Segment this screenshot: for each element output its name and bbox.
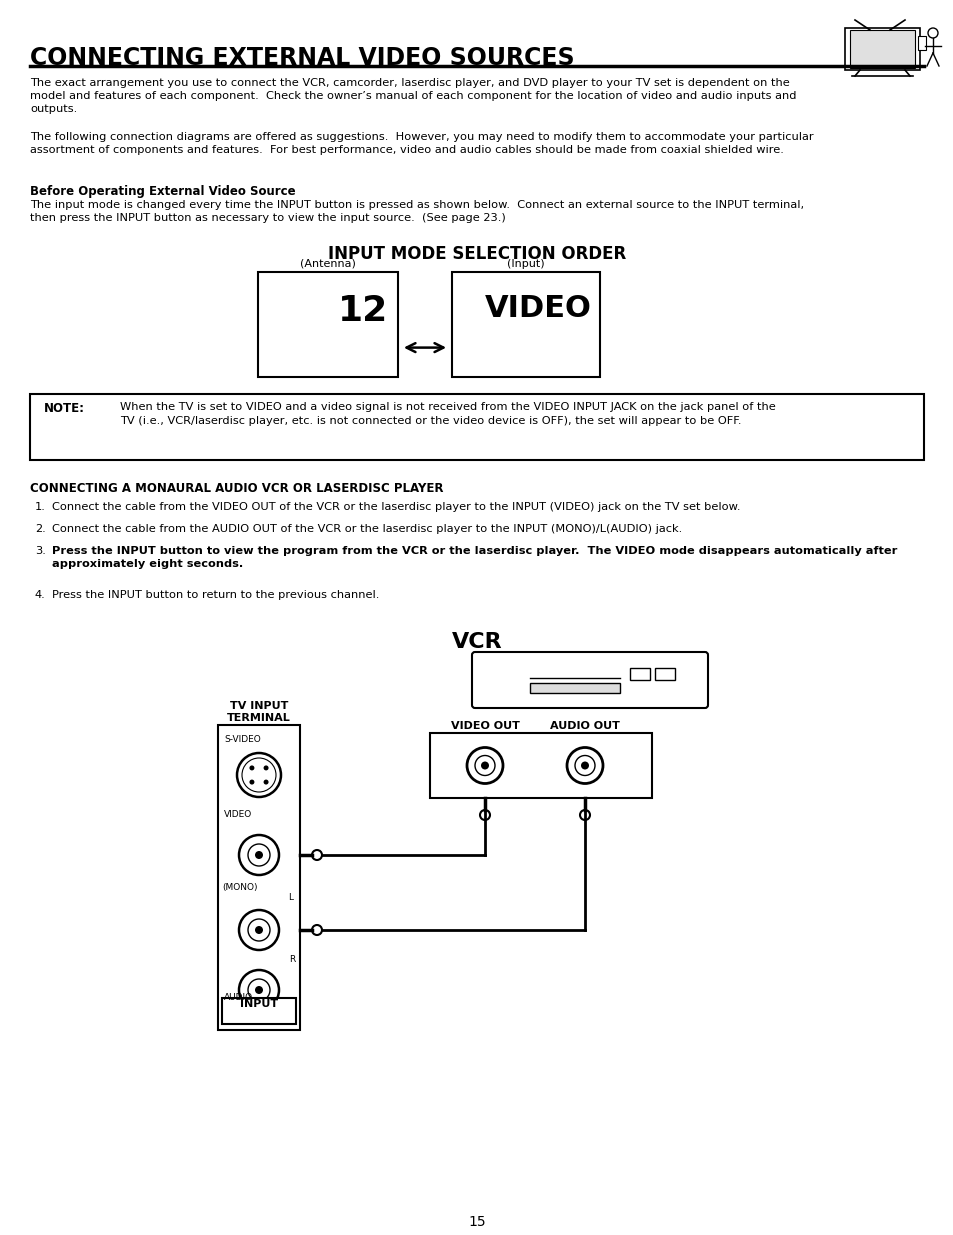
Text: INPUT MODE SELECTION ORDER: INPUT MODE SELECTION ORDER bbox=[328, 245, 625, 263]
Bar bbox=[917, 36, 925, 49]
Text: R: R bbox=[289, 955, 294, 965]
Text: AUDIO OUT: AUDIO OUT bbox=[550, 721, 619, 731]
Text: (Input): (Input) bbox=[507, 259, 544, 269]
FancyBboxPatch shape bbox=[472, 652, 707, 708]
Text: 12: 12 bbox=[337, 294, 388, 329]
Text: Connect the cable from the VIDEO OUT of the VCR or the laserdisc player to the I: Connect the cable from the VIDEO OUT of … bbox=[52, 501, 740, 513]
Bar bbox=[849, 30, 914, 68]
Text: 15: 15 bbox=[468, 1215, 485, 1229]
Text: 1.: 1. bbox=[35, 501, 46, 513]
Bar bbox=[218, 725, 299, 1030]
Text: CONNECTING A MONAURAL AUDIO VCR OR LASERDISC PLAYER: CONNECTING A MONAURAL AUDIO VCR OR LASER… bbox=[30, 482, 443, 495]
Text: VIDEO OUT: VIDEO OUT bbox=[450, 721, 518, 731]
Text: 3.: 3. bbox=[35, 546, 46, 556]
Text: The input mode is changed every time the INPUT button is pressed as shown below.: The input mode is changed every time the… bbox=[30, 200, 803, 224]
Circle shape bbox=[249, 779, 254, 784]
Circle shape bbox=[254, 986, 263, 994]
Text: TV INPUT
TERMINAL: TV INPUT TERMINAL bbox=[227, 701, 291, 722]
Text: Press the INPUT button to view the program from the VCR or the laserdisc player.: Press the INPUT button to view the progr… bbox=[52, 546, 897, 569]
Circle shape bbox=[254, 851, 263, 860]
Text: Connect the cable from the AUDIO OUT of the VCR or the laserdisc player to the I: Connect the cable from the AUDIO OUT of … bbox=[52, 524, 681, 534]
Bar bbox=[257, 272, 397, 377]
Bar bbox=[430, 734, 651, 798]
Bar bbox=[452, 272, 599, 377]
Bar bbox=[530, 683, 619, 693]
Text: CONNECTING EXTERNAL VIDEO SOURCES: CONNECTING EXTERNAL VIDEO SOURCES bbox=[30, 46, 574, 70]
Circle shape bbox=[263, 779, 269, 784]
Circle shape bbox=[263, 766, 269, 771]
Text: When the TV is set to VIDEO and a video signal is not received from the VIDEO IN: When the TV is set to VIDEO and a video … bbox=[120, 403, 775, 426]
Bar bbox=[655, 668, 675, 680]
Bar bbox=[629, 668, 649, 680]
Text: Before Operating External Video Source: Before Operating External Video Source bbox=[30, 185, 295, 198]
Circle shape bbox=[580, 762, 588, 769]
Text: INPUT: INPUT bbox=[240, 999, 277, 1009]
Text: S-VIDEO: S-VIDEO bbox=[224, 735, 260, 743]
Text: (Antenna): (Antenna) bbox=[300, 259, 355, 269]
Text: L: L bbox=[288, 893, 293, 902]
Text: The following connection diagrams are offered as suggestions.  However, you may : The following connection diagrams are of… bbox=[30, 132, 813, 156]
Text: 2.: 2. bbox=[35, 524, 46, 534]
Circle shape bbox=[480, 762, 489, 769]
Bar bbox=[844, 28, 919, 70]
Text: AUDIO: AUDIO bbox=[224, 993, 253, 1002]
Circle shape bbox=[249, 766, 254, 771]
Text: VIDEO: VIDEO bbox=[224, 810, 252, 819]
Text: VCR: VCR bbox=[451, 632, 502, 652]
Text: (MONO): (MONO) bbox=[222, 883, 257, 892]
Circle shape bbox=[254, 926, 263, 934]
Text: 4.: 4. bbox=[35, 590, 46, 600]
Bar bbox=[222, 998, 295, 1024]
Text: VIDEO: VIDEO bbox=[485, 294, 592, 324]
Text: The exact arrangement you use to connect the VCR, camcorder, laserdisc player, a: The exact arrangement you use to connect… bbox=[30, 78, 796, 115]
Bar bbox=[30, 394, 923, 459]
Text: Press the INPUT button to return to the previous channel.: Press the INPUT button to return to the … bbox=[52, 590, 379, 600]
Text: NOTE:: NOTE: bbox=[44, 403, 85, 415]
